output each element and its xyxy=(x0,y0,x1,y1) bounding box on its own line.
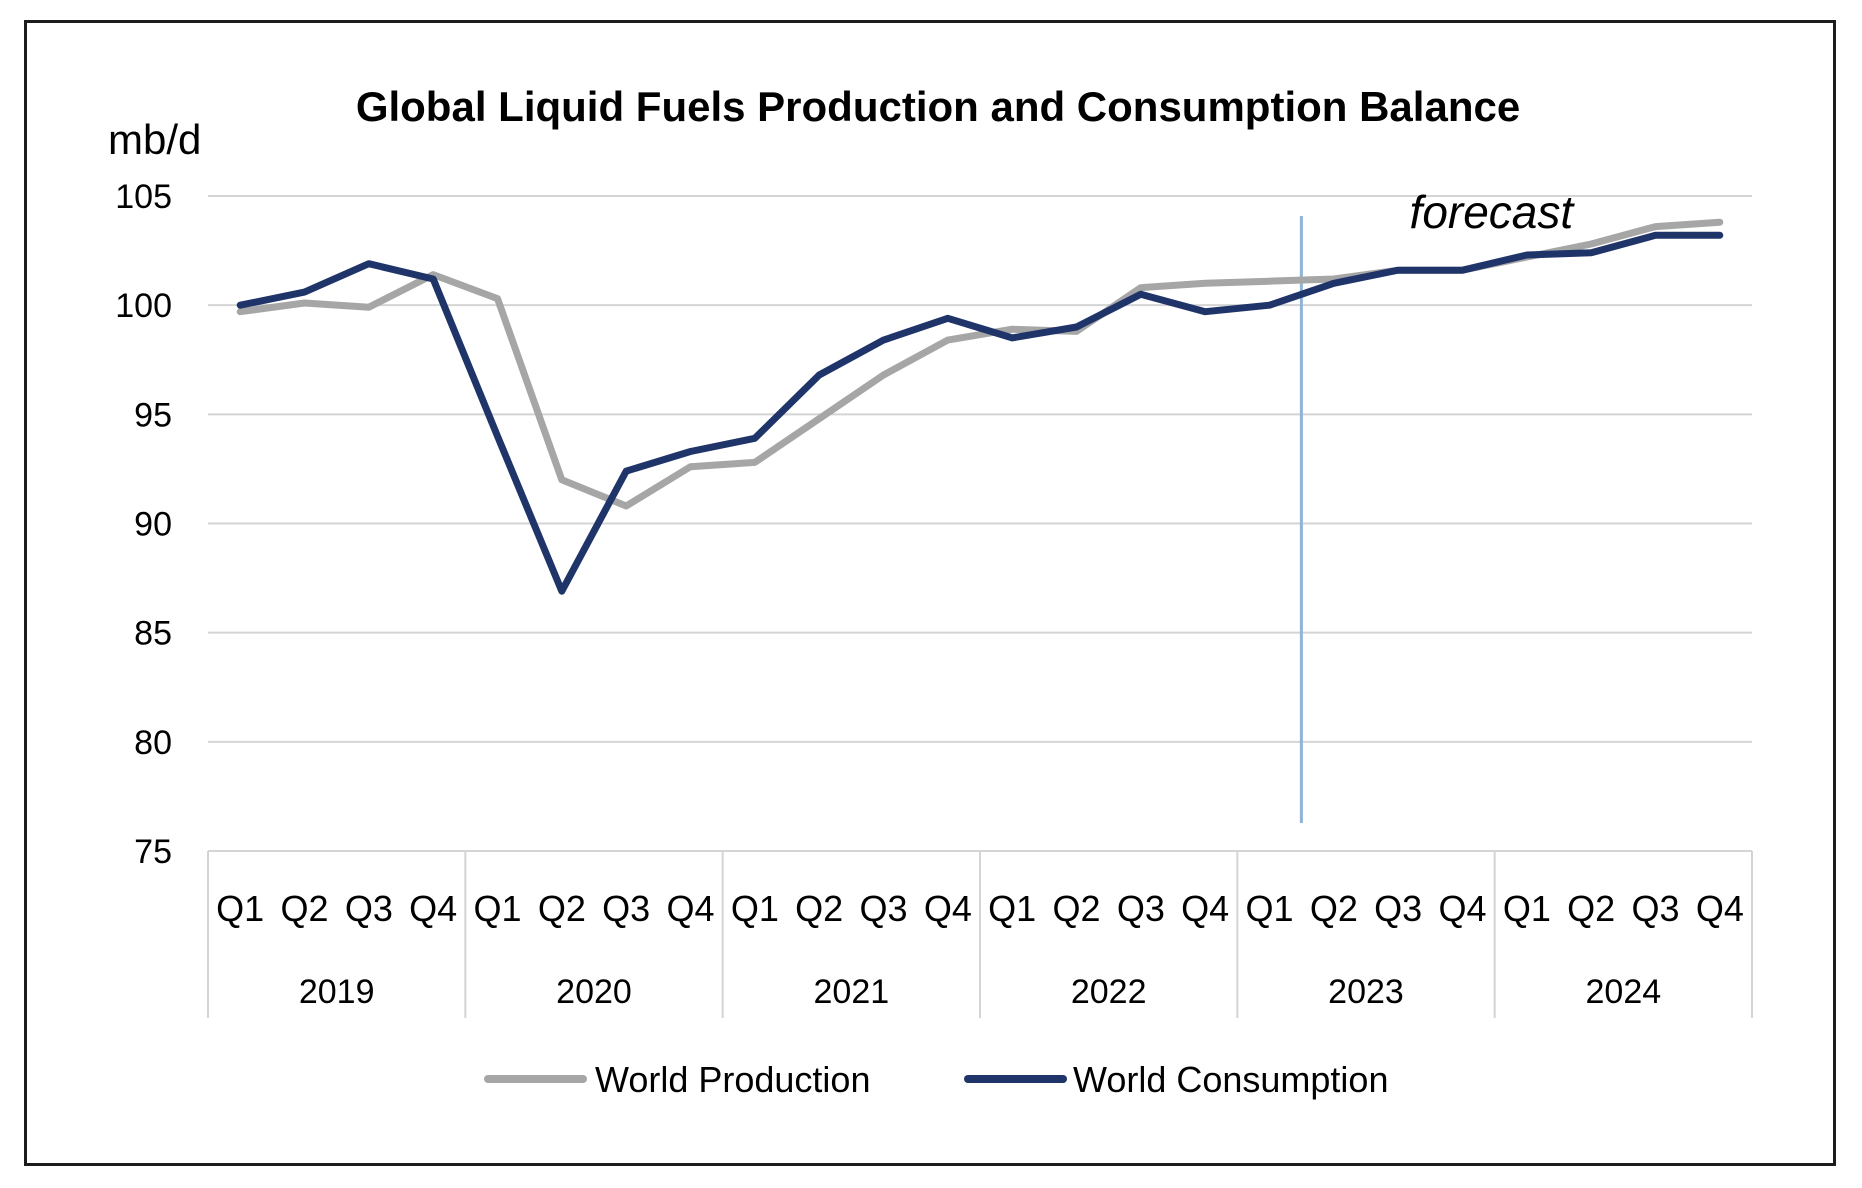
x-tick-label: Q2 xyxy=(538,888,586,929)
x-tick-label: Q4 xyxy=(409,888,457,929)
gridlines xyxy=(208,195,1752,743)
x-year-label: 2024 xyxy=(1586,973,1662,1011)
x-year-label: 2019 xyxy=(299,973,375,1011)
y-tick-label: 80 xyxy=(134,724,172,762)
x-tick-label: Q3 xyxy=(1631,888,1679,929)
x-tick-label: Q3 xyxy=(1374,888,1422,929)
x-tick-label: Q3 xyxy=(1117,888,1165,929)
chart-title: Global Liquid Fuels Production and Consu… xyxy=(356,83,1520,130)
x-tick-label: Q3 xyxy=(602,888,650,929)
y-tick-label: 85 xyxy=(134,615,172,653)
legend-label: World Production xyxy=(595,1059,870,1100)
y-tick-label: 75 xyxy=(134,833,172,871)
x-tick-label: Q2 xyxy=(280,888,328,929)
x-tick-label: Q1 xyxy=(731,888,779,929)
x-year-label: 2020 xyxy=(556,973,632,1011)
x-tick-label: Q1 xyxy=(1245,888,1293,929)
y-axis-ticks: 75 80 85 90 95 100 105 xyxy=(115,178,172,871)
x-axis: Q1 Q2 Q3 Q4 Q1 Q2 Q3 Q4 Q1 Q2 Q3 Q4 Q1 Q2 Q3 Q4 Q1 Q2 Q3 Q4… xyxy=(207,850,1753,1018)
y-axis-label: mb/d xyxy=(108,116,201,163)
x-tick-label: Q1 xyxy=(988,888,1036,929)
x-tick-label: Q2 xyxy=(1310,888,1358,929)
chart-frame xyxy=(24,20,1836,1166)
x-tick-label: Q2 xyxy=(1567,888,1615,929)
x-year-label: 2022 xyxy=(1071,973,1147,1011)
legend: World Production World Consumption xyxy=(484,1059,1388,1100)
x-tick-label: Q2 xyxy=(1052,888,1100,929)
x-tick-label: Q4 xyxy=(666,888,714,929)
y-tick-label: 95 xyxy=(134,396,172,434)
legend-label: World Consumption xyxy=(1073,1059,1388,1100)
x-tick-label: Q4 xyxy=(1181,888,1229,929)
series-lines xyxy=(236,218,1724,595)
x-tick-label: Q1 xyxy=(1503,888,1551,929)
y-tick-label: 105 xyxy=(115,178,172,216)
x-tick-label: Q3 xyxy=(859,888,907,929)
series-line-world-consumption xyxy=(236,231,1724,595)
x-year-label: 2023 xyxy=(1328,973,1404,1011)
x-tick-label: Q4 xyxy=(924,888,972,929)
forecast-annotation: forecast xyxy=(1410,186,1576,238)
y-tick-label: 90 xyxy=(134,506,172,544)
x-tick-label: Q4 xyxy=(1438,888,1486,929)
y-tick-label: 100 xyxy=(115,287,172,325)
x-tick-label: Q4 xyxy=(1696,888,1744,929)
x-tick-label: Q1 xyxy=(473,888,521,929)
x-year-label: 2021 xyxy=(814,973,890,1011)
x-tick-label: Q2 xyxy=(795,888,843,929)
x-tick-label: Q1 xyxy=(216,888,264,929)
x-tick-label: Q3 xyxy=(345,888,393,929)
